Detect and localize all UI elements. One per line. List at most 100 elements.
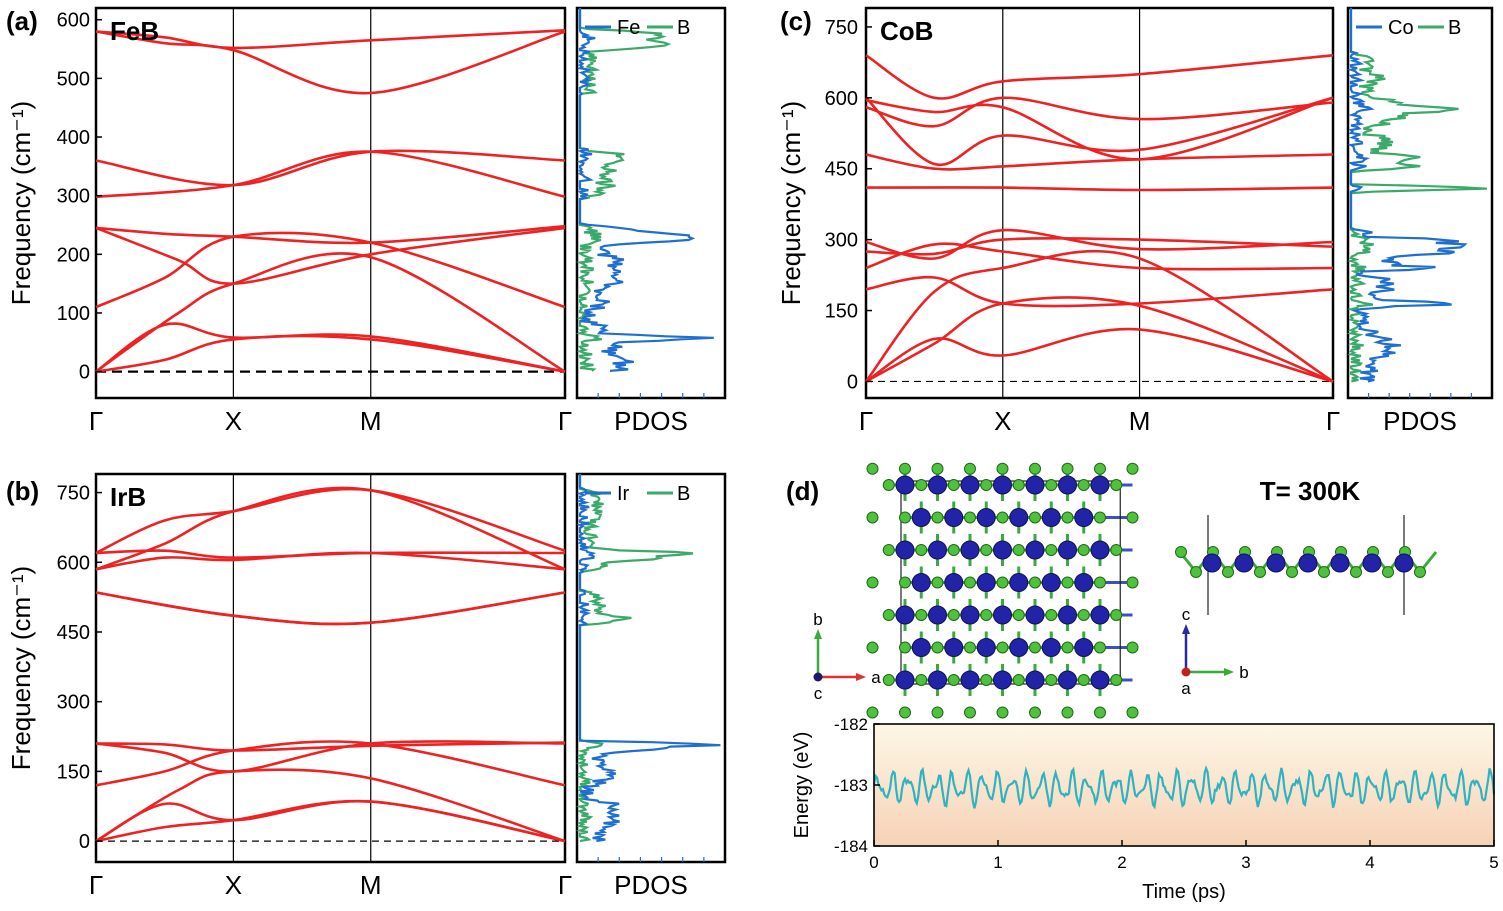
- boron-atom: [947, 479, 960, 491]
- metal-atom: [911, 508, 931, 527]
- band-plot-frame: [864, 6, 1335, 400]
- legend-label-metal: Ir: [617, 483, 630, 505]
- metal-atom: [1025, 475, 1045, 495]
- boron-atom: [1110, 674, 1123, 686]
- boron-atom: [1045, 479, 1058, 491]
- legend-label-boron: B: [677, 17, 690, 39]
- x-axis-label: Time (ps): [1142, 881, 1226, 903]
- y-axis-label: Frequency (cm⁻¹): [6, 566, 36, 770]
- phonon-band: [865, 54, 1334, 100]
- boron-atom: [882, 544, 895, 556]
- y-tick-label: 600: [825, 88, 858, 110]
- boron-atom: [1094, 641, 1106, 654]
- gamma-label: Γ: [89, 406, 103, 436]
- boron-atom: [1077, 609, 1090, 621]
- metal-atom: [1090, 670, 1110, 690]
- boron-atom: [1029, 706, 1041, 719]
- y-axis-label: Frequency (cm⁻¹): [776, 101, 806, 305]
- phonon-band: [95, 591, 566, 626]
- boron-atom: [1045, 674, 1058, 686]
- boron-atom: [964, 511, 976, 524]
- material-label: IrB: [110, 482, 146, 512]
- panel-label: (c): [780, 6, 812, 36]
- boron-atom: [964, 576, 976, 589]
- material-label: CoB: [880, 16, 933, 46]
- metal-atom: [1266, 553, 1286, 573]
- crystal-top-view: [866, 462, 1139, 719]
- metal-atom: [976, 573, 996, 592]
- boron-atom: [1094, 462, 1106, 475]
- boron-atom: [915, 479, 928, 491]
- boron-atom: [1029, 462, 1041, 475]
- boron-atom: [915, 609, 928, 621]
- boron-atom: [1382, 566, 1394, 578]
- phonon-band: [865, 275, 1334, 308]
- axis-label-b: b: [1239, 663, 1248, 682]
- boron-atom: [980, 674, 993, 686]
- metal-atom: [1041, 508, 1061, 527]
- boron-atom: [947, 609, 960, 621]
- y-axis-label: Frequency (cm⁻¹): [6, 101, 36, 305]
- pdos-axis-label: PDOS: [614, 870, 688, 900]
- phonon-band: [95, 224, 566, 245]
- boron-atom: [1094, 706, 1106, 719]
- boron-atom: [1061, 641, 1074, 654]
- boron-atom: [882, 674, 895, 686]
- x-point-label: X: [225, 406, 242, 436]
- phonon-band: [95, 551, 566, 571]
- m-point-label: M: [360, 406, 382, 436]
- phonon-band: [95, 740, 566, 787]
- metal-atom: [895, 670, 915, 690]
- legend-label-boron: B: [677, 483, 690, 505]
- phonon-band: [95, 231, 566, 309]
- md-plot-background: [874, 724, 1494, 846]
- boron-atom: [866, 511, 879, 524]
- y-tick-label: 300: [57, 186, 90, 208]
- phonon-band: [864, 249, 1334, 383]
- boron-atom: [899, 576, 911, 589]
- y-tick-label: 0: [79, 362, 90, 384]
- metal-atom: [911, 638, 931, 657]
- pdos-axis-label: PDOS: [1383, 406, 1457, 436]
- phonon-band: [95, 226, 566, 285]
- metal-atom: [993, 540, 1012, 560]
- boron-atom: [1126, 641, 1139, 654]
- pdos-frame: [1346, 6, 1494, 400]
- x-point-label: X: [994, 406, 1011, 436]
- metal-atom: [944, 638, 964, 657]
- phonon-band: [865, 96, 1334, 167]
- metal-atom: [960, 670, 980, 690]
- metal-atom: [1009, 638, 1029, 657]
- boron-atom: [947, 544, 960, 556]
- boron-atom: [964, 706, 976, 719]
- metal-atom: [960, 540, 980, 560]
- pdos-frame: [575, 472, 727, 864]
- boron-atom: [1126, 576, 1139, 589]
- phonon-band: [865, 296, 1334, 383]
- gamma-label: Γ: [89, 870, 103, 900]
- boron-atom: [866, 576, 879, 589]
- phonon-band: [865, 327, 1334, 383]
- m-point-label: M: [1129, 406, 1151, 436]
- y-tick-label: 150: [57, 761, 90, 783]
- boron-atom: [899, 706, 911, 719]
- y-tick-label: 500: [57, 68, 90, 90]
- boron-atom: [931, 706, 944, 719]
- y-tick-label: -182: [834, 715, 868, 734]
- boron-atom: [996, 462, 1009, 475]
- boron-atom: [1094, 576, 1106, 589]
- metal-atom: [928, 670, 947, 690]
- boron-atom: [899, 511, 911, 524]
- axis-arrowhead: [856, 673, 866, 681]
- pdos-curve-metal: [576, 8, 714, 372]
- legend-label-metal: Co: [1388, 17, 1414, 39]
- pdos-curve-metal: [576, 474, 721, 843]
- y-tick-label: 0: [847, 371, 858, 393]
- metal-atom: [993, 475, 1012, 495]
- boron-atom: [1222, 566, 1234, 578]
- panel-label: (b): [6, 476, 39, 506]
- phonon-band: [95, 799, 566, 843]
- boron-atom: [1254, 566, 1266, 578]
- x-tick-label: 0: [869, 853, 878, 872]
